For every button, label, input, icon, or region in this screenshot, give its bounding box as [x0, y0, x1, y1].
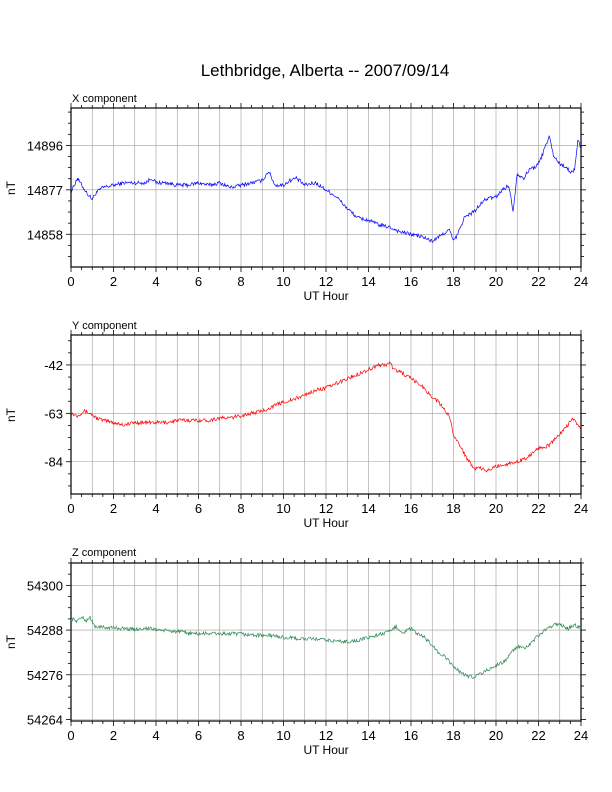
y-component-xtick-label: 14 — [361, 501, 375, 516]
x-component-xtick-label: 6 — [195, 274, 202, 289]
x-component-panel: X component UT Hour nT 0 2 4 6 8 10 12 14 16 18 20… — [4, 93, 588, 303]
z-component-xtick-label: 12 — [319, 728, 333, 743]
x-component-xtick-label: 16 — [404, 274, 418, 289]
y-component-xtick-label: 24 — [574, 501, 588, 516]
x-component-ylabel: nT — [4, 180, 18, 195]
y-component-xtick-label: 0 — [67, 501, 74, 516]
x-component-title: X component — [72, 93, 137, 105]
y-component-xtick-label: 18 — [446, 501, 460, 516]
x-component-xtick-label: 20 — [489, 274, 503, 289]
z-component-xtick-label: 6 — [195, 728, 202, 743]
y-component-xtick-label: 22 — [531, 501, 545, 516]
z-component-xtick-label: 8 — [237, 728, 244, 743]
x-component-xtick-label: 14 — [361, 274, 375, 289]
x-component-series-line — [70, 135, 582, 244]
y-component-xtick-label: 2 — [110, 501, 117, 516]
y-component-ytick-label: -63 — [44, 406, 63, 421]
y-component-xtick-label: 10 — [276, 501, 290, 516]
z-component-xtick-label: 18 — [446, 728, 460, 743]
y-component-ytick-label: -84 — [44, 455, 63, 470]
y-component-xtick-label: 8 — [237, 501, 244, 516]
z-component-series-line — [70, 615, 582, 680]
x-component-xtick-label: 18 — [446, 274, 460, 289]
z-component-panel: Z component UT Hour nT 0 2 4 6 8 10 12 14 16 18 20… — [4, 547, 588, 757]
x-component-xtick-label: 4 — [152, 274, 159, 289]
x-component-xtick-label: 2 — [110, 274, 117, 289]
z-component-ylabel: nT — [4, 634, 18, 649]
x-component-ytick-label: 14877 — [27, 183, 63, 198]
y-component-xtick-label: 4 — [152, 501, 159, 516]
z-component-ytick-label: 54264 — [27, 713, 63, 728]
x-component-ytick-label: 14896 — [27, 138, 63, 153]
z-component-xtick-label: 4 — [152, 728, 159, 743]
x-component-xtick-label: 10 — [276, 274, 290, 289]
z-component-xtick-label: 16 — [404, 728, 418, 743]
z-component-xtick-label: 22 — [531, 728, 545, 743]
y-component-series-line — [71, 360, 582, 473]
z-component-ytick-label: 54300 — [27, 578, 63, 593]
y-component-xtick-label: 12 — [319, 501, 333, 516]
y-component-xtick-label: 20 — [489, 501, 503, 516]
z-component-xtick-label: 2 — [110, 728, 117, 743]
main-title: Lethbridge, Alberta -- 2007/09/14 — [201, 61, 450, 80]
y-component-ylabel: nT — [4, 407, 18, 422]
y-component-xtick-label: 6 — [195, 501, 202, 516]
x-component-xtick-label: 0 — [67, 274, 74, 289]
x-component-xtick-label: 24 — [574, 274, 588, 289]
z-component-xtick-label: 0 — [67, 728, 74, 743]
z-component-xlabel: UT Hour — [303, 743, 348, 757]
y-component-xlabel: UT Hour — [303, 516, 348, 530]
z-component-ytick-label: 54288 — [27, 623, 63, 638]
x-component-xlabel: UT Hour — [303, 289, 348, 303]
y-component-title: Y component — [72, 320, 137, 332]
y-component-ytick-label: -42 — [44, 358, 63, 373]
x-component-ytick-label: 14858 — [27, 227, 63, 242]
z-component-title: Z component — [72, 547, 136, 559]
x-component-xtick-label: 22 — [531, 274, 545, 289]
z-component-xtick-label: 14 — [361, 728, 375, 743]
z-component-xtick-label: 24 — [574, 728, 588, 743]
z-component-ytick-label: 54276 — [27, 668, 63, 683]
x-component-xtick-label: 8 — [237, 274, 244, 289]
z-component-xtick-label: 20 — [489, 728, 503, 743]
y-component-xtick-label: 16 — [404, 501, 418, 516]
y-component-panel: Y component UT Hour nT 0 2 4 6 8 10 12 14 16 18 20… — [4, 320, 588, 530]
z-component-xtick-label: 10 — [276, 728, 290, 743]
x-component-xtick-label: 12 — [319, 274, 333, 289]
